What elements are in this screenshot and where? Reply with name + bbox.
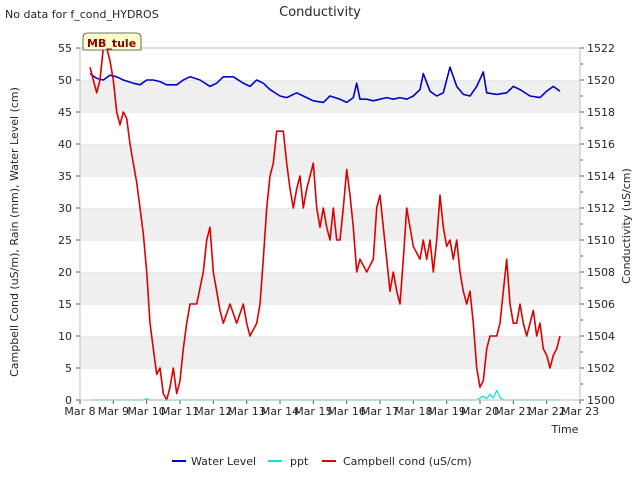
legend-label-ppt: ppt <box>290 455 309 468</box>
right-tick-label: 1520 <box>587 74 615 87</box>
left-tick-label: 25 <box>58 234 72 247</box>
x-tick-label: Mar 8 <box>64 405 95 418</box>
x-tick-label: Mar 10 <box>128 405 166 418</box>
left-tick-label: 55 <box>58 42 72 55</box>
grid-band <box>80 240 580 272</box>
site-badge: MB_tule <box>82 32 142 51</box>
right-axis-ticks: 1500 1502 1504 1506 1508 1510 1512 1514 1516 1518… <box>580 42 615 407</box>
chart-title: Conductivity <box>279 5 361 20</box>
left-tick-label: 45 <box>58 106 72 119</box>
site-badge-label: MB_tule <box>87 37 136 50</box>
right-tick-label: 1512 <box>587 202 615 215</box>
series-line-water-level <box>89 66 561 104</box>
grid-band <box>80 336 580 368</box>
x-tick-label: Mar 12 <box>194 405 232 418</box>
right-tick-label: 1516 <box>587 138 615 151</box>
left-tick-label: 10 <box>58 330 72 343</box>
right-tick-label: 1502 <box>587 362 615 375</box>
right-tick-label: 1504 <box>587 330 615 343</box>
left-tick-label: 0 <box>65 394 72 407</box>
x-tick-label: Mar 11 <box>161 405 199 418</box>
site-badge-box <box>82 32 142 51</box>
left-axis-ticks: 0 5 10 15 20 25 30 35 40 45 50 55 <box>58 42 80 407</box>
left-tick-label: 30 <box>58 202 72 215</box>
grid-band <box>80 304 580 336</box>
no-data-note: No data for f_cond_HYDROS <box>5 8 159 21</box>
right-tick-label: 1508 <box>587 266 615 279</box>
grid-band <box>80 112 580 144</box>
x-tick-label: Mar 9 <box>98 405 129 418</box>
x-tick-label: Mar 21 <box>494 405 532 418</box>
left-tick-label: 5 <box>65 362 72 375</box>
x-tick-label: Mar 22 <box>528 405 566 418</box>
grid-band <box>80 272 580 304</box>
x-tick-label: Mar 18 <box>394 405 432 418</box>
x-tick-label: Mar 23 <box>561 405 599 418</box>
legend-label-water-level: Water Level <box>191 455 256 468</box>
series-layer <box>89 47 561 401</box>
x-tick-label: Mar 19 <box>428 405 466 418</box>
grid-band <box>80 48 580 80</box>
grid-band <box>80 144 580 176</box>
right-tick-label: 1510 <box>587 234 615 247</box>
x-tick-label: Mar 16 <box>328 405 366 418</box>
legend-label-campbell-cond: Campbell cond (uS/cm) <box>343 455 472 468</box>
right-axis-label: Conductivity (uS/cm) <box>620 168 633 284</box>
x-tick-label: Mar 15 <box>294 405 332 418</box>
legend: Water Level ppt Campbell cond (uS/cm) <box>172 455 472 468</box>
left-tick-label: 50 <box>58 74 72 87</box>
left-tick-label: 40 <box>58 138 72 151</box>
right-tick-label: 1506 <box>587 298 615 311</box>
right-tick-label: 1500 <box>587 394 615 407</box>
left-tick-label: 20 <box>58 266 72 279</box>
x-axis-label: Time <box>551 423 579 436</box>
grid-band <box>80 176 580 208</box>
left-tick-label: 35 <box>58 170 72 183</box>
grid-band <box>80 368 580 400</box>
left-tick-label: 15 <box>58 298 72 311</box>
x-tick-label: Mar 17 <box>361 405 399 418</box>
series-line-campbell-cond-us-cm <box>89 47 561 401</box>
left-axis-label: Campbell Cond (uS/m), Rain (mm), Water L… <box>8 87 21 377</box>
right-tick-label: 1514 <box>587 170 615 183</box>
right-tick-label: 1522 <box>587 42 615 55</box>
series-line-ppt <box>90 389 560 401</box>
right-tick-label: 1518 <box>587 106 615 119</box>
grid-bands <box>80 47 580 400</box>
x-tick-label: Mar 13 <box>228 405 266 418</box>
plot-frame <box>79 47 581 401</box>
x-tick-label: Mar 20 <box>461 405 499 418</box>
x-tick-label: Mar 14 <box>261 405 299 418</box>
